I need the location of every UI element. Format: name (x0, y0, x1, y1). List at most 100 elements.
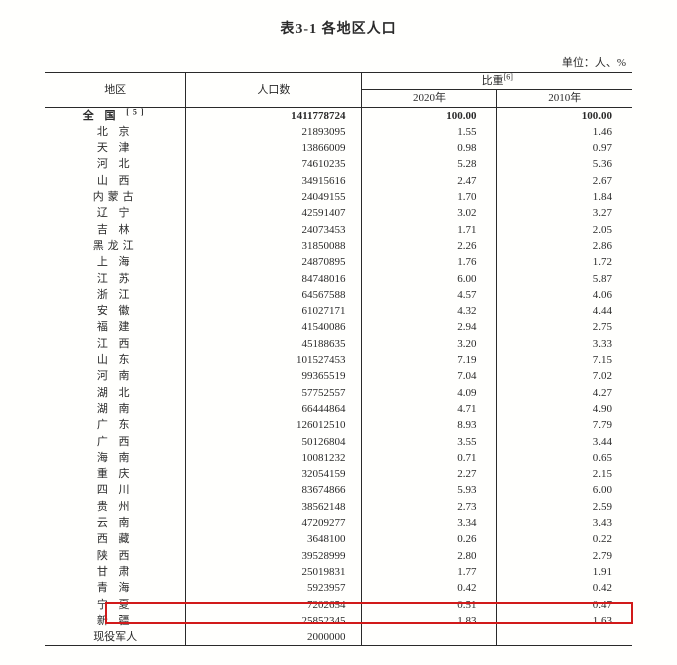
cell-2010: 3.43 (497, 515, 632, 531)
cell-2010: 3.27 (497, 205, 632, 221)
cell-2020: 2.73 (362, 499, 497, 515)
cell-2010: 2.86 (497, 238, 632, 254)
table-row: 天 津138660090.980.97 (45, 140, 632, 156)
cell-region: 现役军人 (45, 629, 186, 646)
cell-2010: 2.79 (497, 548, 632, 564)
table-header: 地区 人口数 比重[6] 2020年 2010年 (45, 73, 632, 108)
population-table: 地区 人口数 比重[6] 2020年 2010年 全 国 [5]14117787… (45, 72, 632, 646)
cell-region: 北 京 (45, 124, 186, 140)
cell-2010: 0.97 (497, 140, 632, 156)
table-body: 全 国 [5]1411778724100.00100.00北 京21893095… (45, 107, 632, 646)
cell-2010: 4.06 (497, 287, 632, 303)
cell-region: 浙 江 (45, 287, 186, 303)
cell-region: 四 川 (45, 482, 186, 498)
cell-pop: 38562148 (186, 499, 362, 515)
cell-region: 安 徽 (45, 303, 186, 319)
table-row: 福 建415400862.942.75 (45, 319, 632, 335)
cell-2020: 5.28 (362, 156, 497, 172)
cell-2020 (362, 629, 497, 646)
table-row: 广 西501268043.553.44 (45, 434, 632, 450)
cell-2020: 4.71 (362, 401, 497, 417)
cell-region: 广 西 (45, 434, 186, 450)
cell-2010: 1.91 (497, 564, 632, 580)
cell-region: 重 庆 (45, 466, 186, 482)
cell-pop: 41540086 (186, 319, 362, 335)
cell-region: 江 西 (45, 336, 186, 352)
table-title: 表3-1 各地区人口 (45, 18, 632, 38)
table-row: 现役军人2000000 (45, 629, 632, 646)
table-row: 山 西349156162.472.67 (45, 173, 632, 189)
cell-2020: 6.00 (362, 271, 497, 287)
cell-2010: 1.63 (497, 613, 632, 629)
cell-pop: 2000000 (186, 629, 362, 646)
cell-2020: 0.51 (362, 597, 497, 613)
table-row: 青 海59239570.420.42 (45, 580, 632, 596)
cell-pop: 66444864 (186, 401, 362, 417)
table-row: 西 藏36481000.260.22 (45, 531, 632, 547)
cell-pop: 13866009 (186, 140, 362, 156)
cell-2010: 100.00 (497, 107, 632, 124)
cell-2020: 7.19 (362, 352, 497, 368)
hdr-share: 比重[6] (362, 73, 632, 90)
cell-region: 辽 宁 (45, 205, 186, 221)
table-row: 河 北746102355.285.36 (45, 156, 632, 172)
cell-pop: 25019831 (186, 564, 362, 580)
cell-region: 湖 北 (45, 385, 186, 401)
table-row: 吉 林240734531.712.05 (45, 222, 632, 238)
cell-region: 青 海 (45, 580, 186, 596)
table-row: 广 东1260125108.937.79 (45, 417, 632, 433)
cell-pop: 61027171 (186, 303, 362, 319)
cell-2010: 4.44 (497, 303, 632, 319)
cell-2010: 4.90 (497, 401, 632, 417)
table-row: 甘 肃250198311.771.91 (45, 564, 632, 580)
cell-region: 新 疆 (45, 613, 186, 629)
cell-2020: 7.04 (362, 368, 497, 384)
unit-label: 单位：人、% (45, 54, 632, 70)
cell-pop: 5923957 (186, 580, 362, 596)
cell-pop: 126012510 (186, 417, 362, 433)
cell-2010: 3.44 (497, 434, 632, 450)
cell-pop: 21893095 (186, 124, 362, 140)
cell-2010: 3.33 (497, 336, 632, 352)
cell-2020: 2.80 (362, 548, 497, 564)
cell-2020: 1.55 (362, 124, 497, 140)
hdr-region: 地区 (45, 73, 186, 108)
cell-2010: 0.42 (497, 580, 632, 596)
cell-2010 (497, 629, 632, 646)
hdr-population: 人口数 (186, 73, 362, 108)
table-row: 贵 州385621482.732.59 (45, 499, 632, 515)
cell-region: 甘 肃 (45, 564, 186, 580)
cell-region: 内蒙古 (45, 189, 186, 205)
cell-region: 贵 州 (45, 499, 186, 515)
cell-region: 天 津 (45, 140, 186, 156)
cell-pop: 99365519 (186, 368, 362, 384)
cell-pop: 24049155 (186, 189, 362, 205)
cell-2010: 2.05 (497, 222, 632, 238)
table-row: 宁 夏72026540.510.47 (45, 597, 632, 613)
cell-2020: 1.70 (362, 189, 497, 205)
cell-pop: 24870895 (186, 254, 362, 270)
cell-2010: 7.02 (497, 368, 632, 384)
cell-2010: 7.79 (497, 417, 632, 433)
cell-2010: 0.22 (497, 531, 632, 547)
cell-region: 黑龙江 (45, 238, 186, 254)
cell-2020: 2.47 (362, 173, 497, 189)
cell-region: 陕 西 (45, 548, 186, 564)
cell-region: 全 国 [5] (45, 107, 186, 124)
table-row: 陕 西395289992.802.79 (45, 548, 632, 564)
hdr-2010: 2010年 (497, 90, 632, 107)
table-row: 上 海248708951.761.72 (45, 254, 632, 270)
table-row: 浙 江645675884.574.06 (45, 287, 632, 303)
table-row: 北 京218930951.551.46 (45, 124, 632, 140)
cell-pop: 101527453 (186, 352, 362, 368)
table-row: 湖 北577525574.094.27 (45, 385, 632, 401)
cell-2020: 3.55 (362, 434, 497, 450)
table-row: 湖 南664448644.714.90 (45, 401, 632, 417)
table-row: 山 东1015274537.197.15 (45, 352, 632, 368)
cell-pop: 45188635 (186, 336, 362, 352)
cell-pop: 25852345 (186, 613, 362, 629)
cell-2020: 3.34 (362, 515, 497, 531)
cell-pop: 3648100 (186, 531, 362, 547)
cell-2020: 1.71 (362, 222, 497, 238)
cell-2020: 4.32 (362, 303, 497, 319)
